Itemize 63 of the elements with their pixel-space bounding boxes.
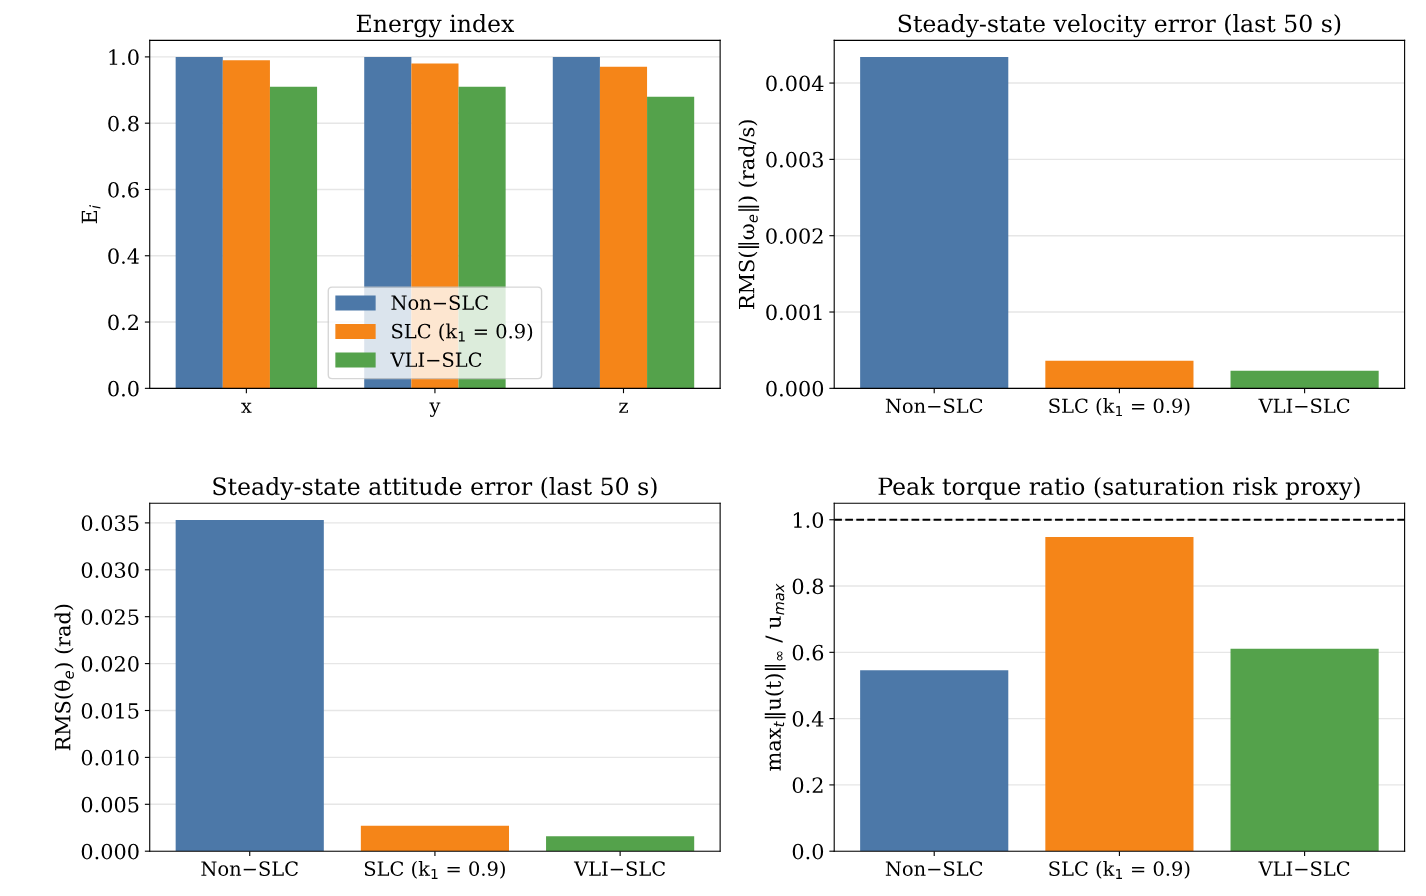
x-tick-label: z	[619, 402, 628, 413]
y-tick-label: 0.004	[766, 75, 824, 92]
bar	[647, 96, 695, 389]
bar	[222, 60, 270, 389]
x-tick-label: SLC (k$_{1}$ = 0.9)	[1049, 860, 1190, 879]
bar	[1230, 648, 1379, 852]
x-tick-label: SLC (k$_{1}$ = 0.9)	[1049, 398, 1190, 417]
y-tick-label: 1.0	[109, 49, 139, 66]
y-tick-label: 0.035	[81, 515, 139, 532]
bar	[1045, 536, 1194, 852]
x-tick-label: SLC (k$_{1}$ = 0.9)	[364, 860, 505, 879]
y-tick-label: 0.000	[766, 380, 824, 397]
x-tick-label: Non−SLC	[885, 861, 983, 876]
bar	[1230, 370, 1379, 389]
x-tick-label: VLI−SLC	[573, 861, 665, 876]
bar	[546, 836, 695, 852]
x-tick-label: VLI−SLC	[1258, 861, 1350, 876]
x-tick-label: VLI−SLC	[1258, 398, 1350, 414]
bar	[860, 57, 1009, 389]
x-tick-label: y	[429, 402, 441, 417]
bar	[552, 56, 600, 389]
x-tick-label: Non−SLC	[885, 398, 983, 414]
bar	[360, 825, 510, 852]
bar	[599, 66, 648, 389]
y-tick-label: 0.001	[766, 304, 822, 321]
x-tick-label: Non−SLC	[201, 861, 298, 876]
chart-title: Steady-state velocity error (last 50 s)	[898, 14, 1341, 38]
legend-label: VLI−SLC	[390, 352, 482, 368]
y-tick-label: 0.025	[81, 609, 139, 625]
y-tick-label: 0.003	[766, 151, 823, 168]
y-tick-label: 1.0	[793, 512, 824, 528]
bar	[1045, 360, 1194, 389]
y-tick-label: 0.000	[81, 843, 139, 860]
y-tick-label: 0.4	[108, 248, 139, 264]
bar	[175, 56, 223, 389]
y-tick-label: 0.2	[108, 314, 138, 331]
y-tick-label: 0.4	[792, 711, 824, 727]
x-tick-label: x	[241, 402, 252, 413]
y-axis-title: RMS(θ$_{e}$) (rad)	[54, 604, 74, 751]
legend-label: Non−SLC	[391, 295, 488, 310]
y-tick-label: 0.030	[81, 562, 139, 578]
chart-title: Steady-state attitude error (last 50 s)	[213, 476, 657, 501]
y-tick-label: 0.8	[108, 115, 139, 132]
y-tick-label: 0.010	[81, 749, 139, 766]
y-tick-label: 0.020	[81, 656, 139, 672]
y-tick-label: 0.015	[81, 702, 139, 719]
y-axis-title: RMS(‖ω$_{e}$‖) (rad/s)	[738, 120, 760, 309]
y-tick-label: 0.2	[792, 777, 823, 794]
y-tick-label: 0.0	[108, 380, 139, 397]
y-tick-label: 0.6	[792, 644, 824, 661]
chart-title: Energy index	[356, 14, 515, 38]
bar	[269, 86, 318, 389]
y-tick-label: 0.002	[766, 228, 823, 244]
y-axis-title: E$_{i}$	[81, 205, 101, 224]
y-tick-label: 0.005	[81, 796, 139, 813]
y-tick-label: 0.8	[792, 578, 824, 595]
y-tick-label: 0.0	[792, 843, 824, 860]
legend-label: SLC (k$_{1}$ = 0.9)	[392, 323, 533, 342]
bar	[175, 520, 324, 852]
y-tick-label: 0.6	[108, 181, 139, 198]
y-axis-title: max$_{t}$‖u(t)‖$_{∞}$ / u$_{max}$	[764, 583, 786, 771]
bar	[860, 670, 1009, 852]
chart-title: Peak torque ratio (saturation risk proxy)	[878, 476, 1360, 501]
